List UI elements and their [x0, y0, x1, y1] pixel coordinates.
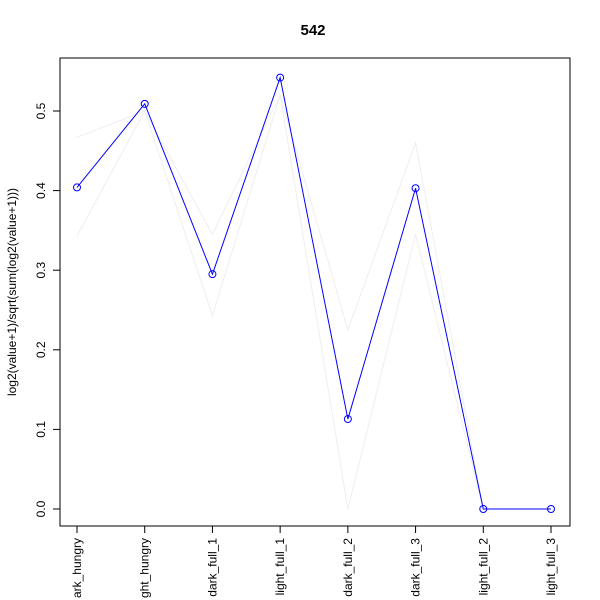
data-point: [73, 183, 81, 192]
y-tick-label: 0.5: [34, 102, 48, 119]
series-line-main: [76, 75, 551, 510]
x-tick-label: dark_full_1: [205, 538, 219, 597]
x-tick-label: dark_full_3: [409, 538, 423, 597]
chart-title: 542: [300, 22, 325, 39]
data-point: [479, 505, 488, 513]
plot-frame: [59, 57, 571, 527]
x-tick-label: light_full_2: [476, 538, 490, 596]
data-point: [411, 184, 420, 193]
y-axis-label: log2(value+1)/sqrt(sum(log2(value+1))): [5, 188, 19, 396]
series-layer: [73, 73, 555, 513]
y-tick-label: 0.3: [34, 262, 48, 279]
y-tick-label: 0.4: [34, 182, 48, 199]
data-point: [547, 505, 555, 513]
x-tick-label: light_full_3: [544, 538, 558, 596]
y-tick-label: 0.0: [34, 500, 48, 517]
series-line-envelope: [76, 94, 551, 510]
x-tick-label: light_full_1: [273, 538, 287, 596]
y-tick-label: 0.1: [34, 421, 48, 438]
x-tick-label: dark_full_2: [341, 538, 355, 597]
data-point: [276, 73, 285, 82]
x-tick-label: ght_hungry: [138, 538, 152, 598]
x-tick-label: ark_hungry: [70, 538, 84, 598]
x-axis: ark_hungry ght_hungry dark_full_1 light_ful…: [70, 525, 558, 598]
y-axis: 0.0 0.1 0.2 0.3 0.4 0.5: [34, 102, 61, 517]
data-point: [140, 99, 149, 108]
data-point: [208, 270, 217, 279]
y-tick-label: 0.2: [34, 341, 48, 358]
data-point: [343, 415, 352, 424]
